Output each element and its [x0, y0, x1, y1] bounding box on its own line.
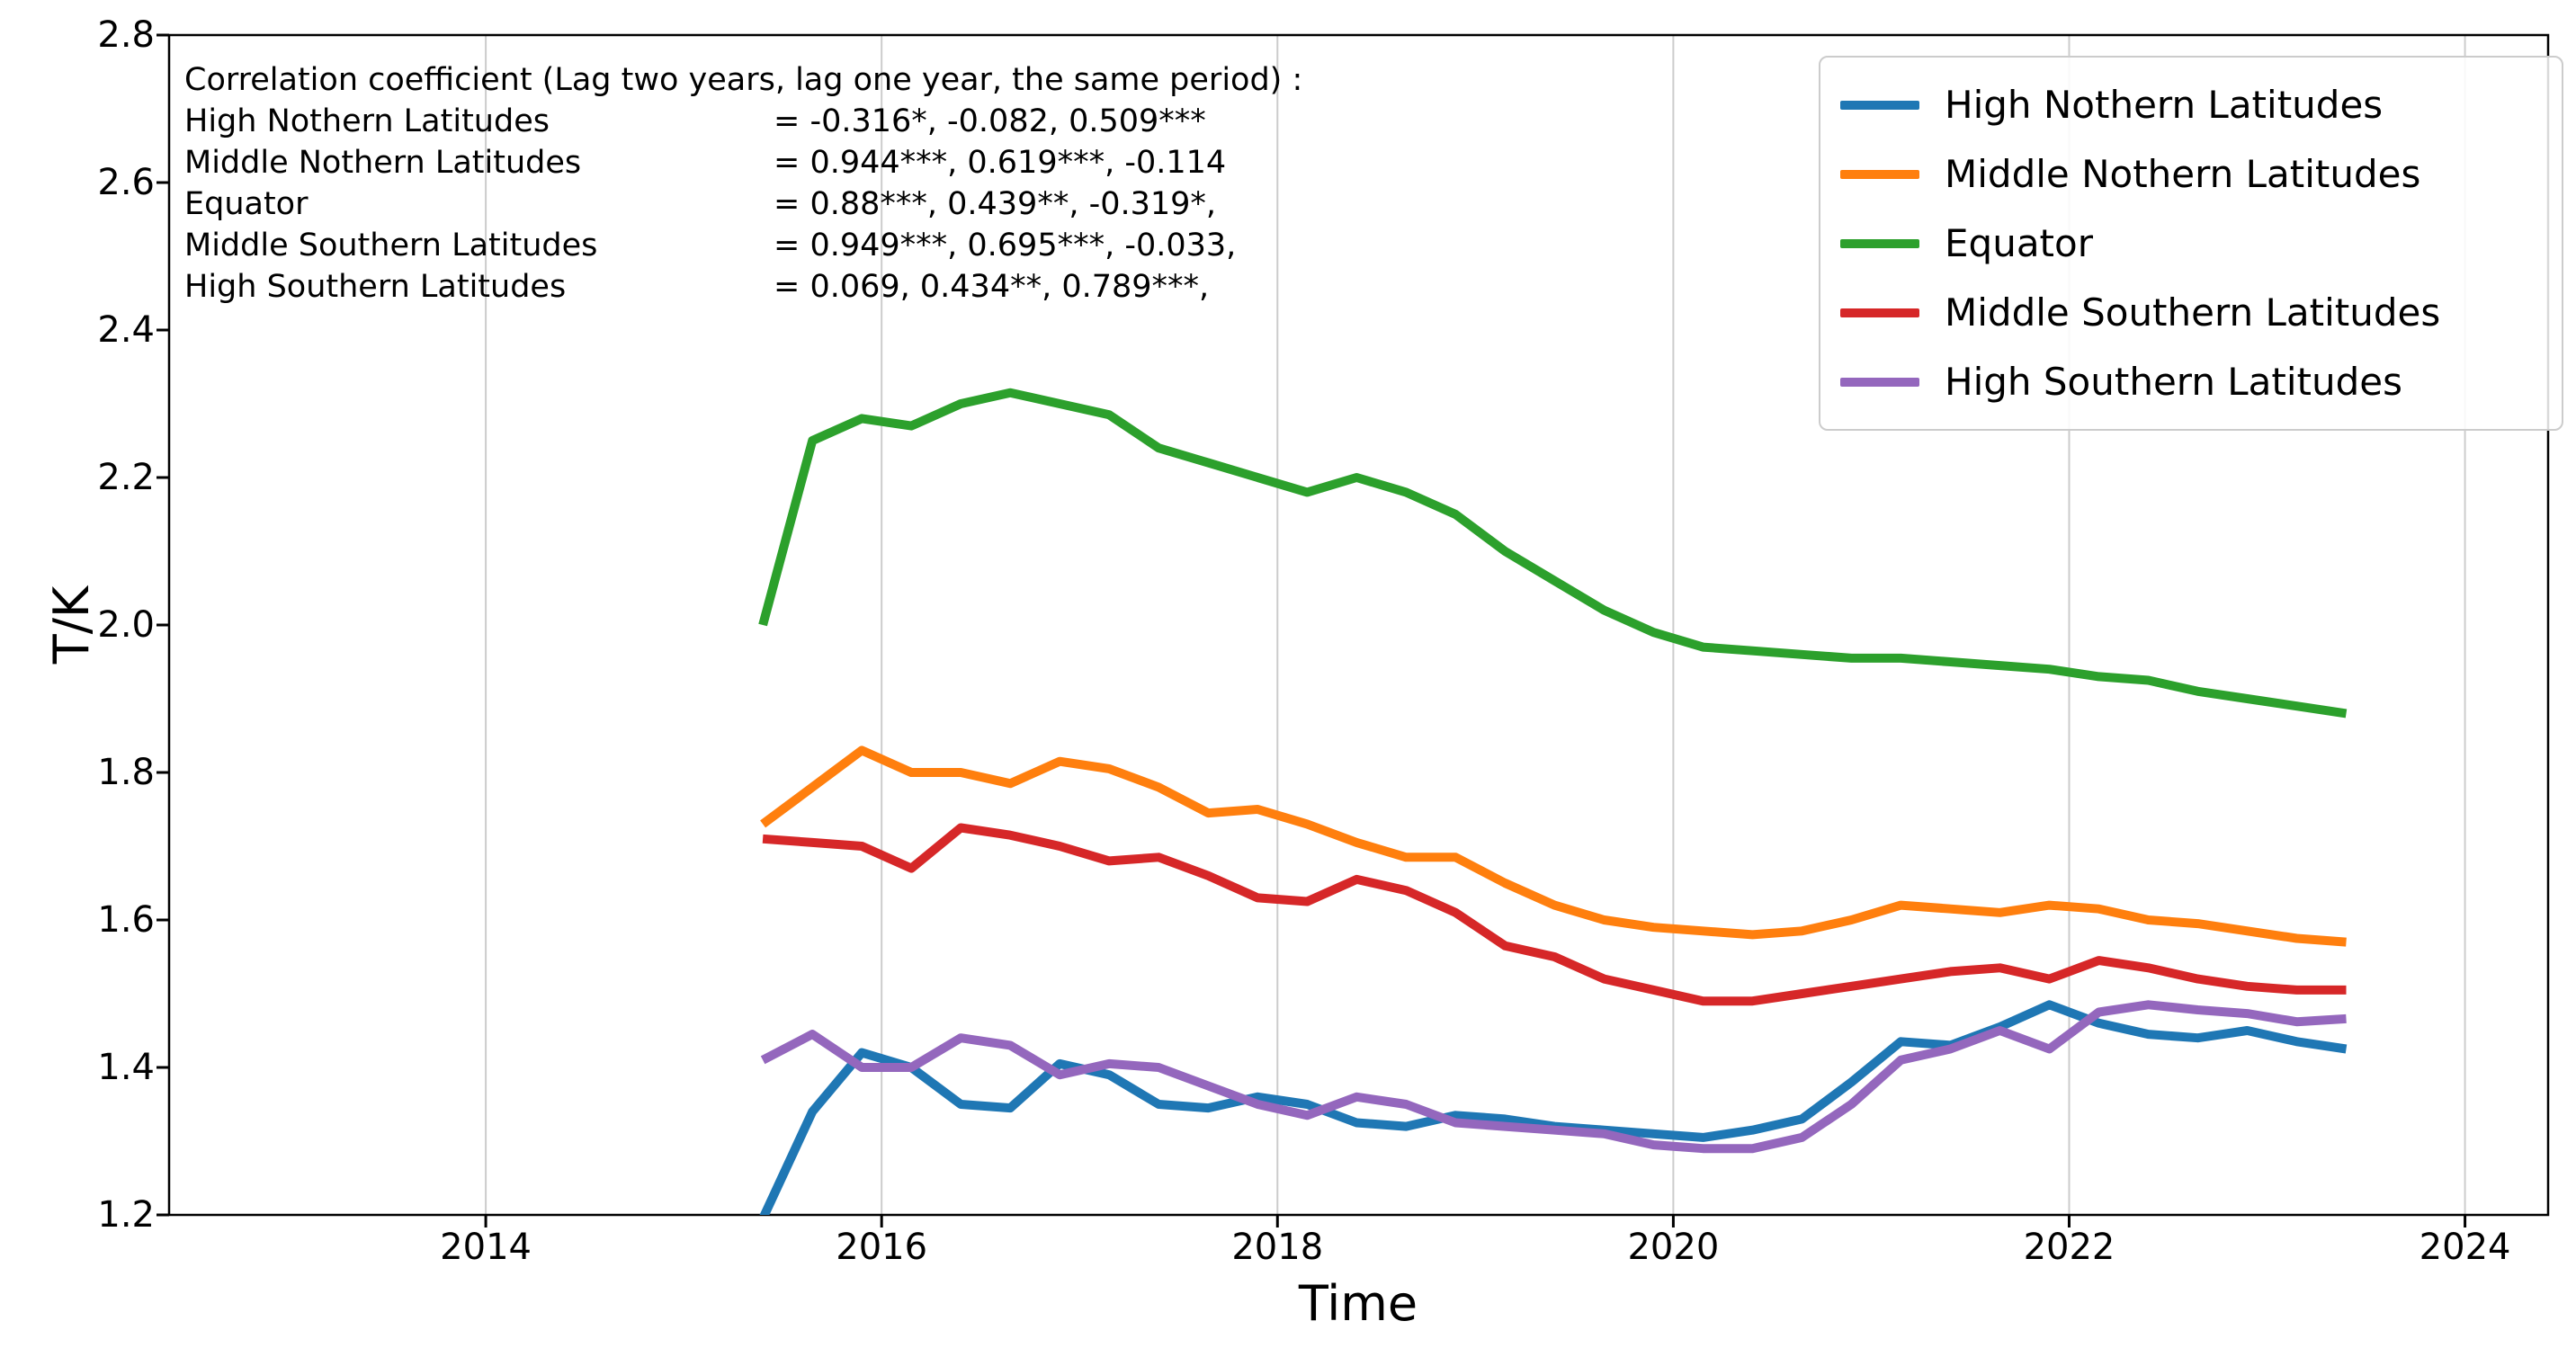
y-tick-label: 2.2	[97, 457, 155, 498]
correlation-row-value: = 0.944***, 0.619***, -0.114	[774, 145, 1227, 181]
legend-entry: Middle Southern Latitudes	[1840, 278, 2542, 347]
y-tick-label: 1.2	[97, 1194, 155, 1236]
x-tick-label: 2022	[2023, 1227, 2115, 1268]
correlation-row-value: = 0.069, 0.434**, 0.789***,	[774, 269, 1210, 305]
correlation-annotation-row: High Nothern Latitudes = -0.316*, -0.082,…	[184, 101, 1302, 142]
series-line-high-nothern-latitudes	[759, 1000, 2348, 1215]
legend-entry: Middle Nothern Latitudes	[1840, 139, 2542, 209]
correlation-annotation-rows: High Nothern Latitudes = -0.316*, -0.082,…	[184, 101, 1302, 308]
series-line-middle-nothern-latitudes	[760, 745, 2347, 947]
x-tick-label: 2014	[440, 1227, 532, 1268]
x-axis-label: Time	[1298, 1275, 1418, 1332]
legend-line-swatch	[1840, 308, 1919, 317]
legend-label: Middle Southern Latitudes	[1945, 290, 2441, 335]
legend-label: Middle Nothern Latitudes	[1945, 152, 2421, 196]
correlation-row-label: High Nothern Latitudes	[184, 103, 550, 139]
y-tick-label: 1.4	[97, 1047, 155, 1088]
legend-line-swatch	[1840, 169, 1919, 179]
correlation-annotation-header: Correlation coefficient (Lag two years, …	[184, 62, 1303, 98]
legend-label: High Southern Latitudes	[1945, 360, 2403, 404]
y-axis-label: T/K	[43, 585, 100, 665]
legend-label: High Nothern Latitudes	[1945, 83, 2384, 127]
x-tick-label: 2024	[2419, 1227, 2511, 1268]
x-tick-label: 2016	[836, 1227, 928, 1268]
y-tick-label: 2.4	[97, 309, 155, 351]
legend-entry: High Nothern Latitudes	[1840, 70, 2542, 139]
correlation-row-value: = 0.949***, 0.695***, -0.033,	[774, 228, 1237, 263]
correlation-annotation-row: Middle Southern Latitudes = 0.949***, 0.6…	[184, 225, 1302, 266]
correlation-annotation-row: High Southern Latitudes = 0.069, 0.434**,…	[184, 266, 1302, 308]
x-tick-label: 2018	[1231, 1227, 1324, 1268]
legend-line-swatch	[1840, 100, 1919, 110]
series-line-equator	[758, 388, 2348, 719]
correlation-row-label: Equator	[184, 186, 309, 222]
legend-entry: Equator	[1840, 209, 2542, 278]
y-tick-label: 2.8	[97, 14, 155, 56]
correlation-row-label: Middle Nothern Latitudes	[184, 145, 582, 181]
legend-line-swatch	[1840, 377, 1919, 387]
correlation-annotation-row: Middle Nothern Latitudes = 0.944***, 0.61…	[184, 142, 1302, 183]
legend-line-swatch	[1840, 238, 1919, 248]
correlation-row-label: Middle Southern Latitudes	[184, 228, 598, 263]
y-tick-label: 2.0	[97, 604, 155, 646]
y-tick-label: 2.6	[97, 162, 155, 203]
correlation-row-label: High Southern Latitudes	[184, 269, 567, 305]
y-tick-label: 1.6	[97, 899, 155, 941]
correlation-row-value: = 0.88***, 0.439**, -0.319*,	[774, 186, 1217, 222]
legend-label: Equator	[1945, 221, 2093, 265]
series-line-middle-southern-latitudes	[762, 823, 2347, 1006]
y-tick-label: 1.8	[97, 752, 155, 793]
x-tick-label: 2020	[1627, 1227, 1720, 1268]
correlation-annotation: Correlation coefficient (Lag two years, …	[184, 59, 1302, 308]
correlation-row-value: = -0.316*, -0.082, 0.509***	[774, 103, 1206, 139]
legend: High Nothern Latitudes Middle Nothern Lat…	[1819, 56, 2563, 431]
legend-entry: High Southern Latitudes	[1840, 347, 2542, 416]
series-line-high-southern-latitudes	[760, 1000, 2347, 1154]
correlation-annotation-row: Equator = 0.88***, 0.439**, -0.319*,	[184, 183, 1302, 225]
